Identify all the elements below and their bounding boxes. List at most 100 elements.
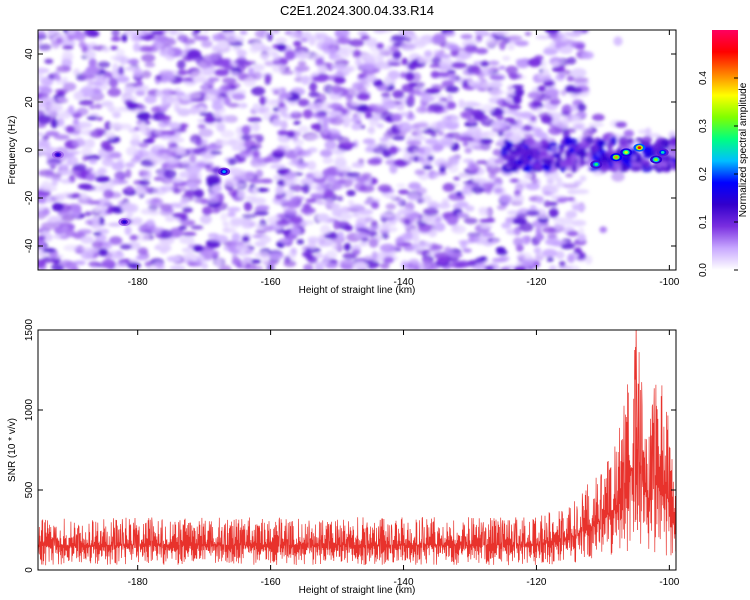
spectrogram-cells — [38, 30, 676, 270]
spectrogram-cell — [463, 217, 478, 225]
spectrogram-cell — [364, 180, 371, 187]
spectrogram-cell — [249, 178, 263, 184]
spectrogram-cell — [109, 122, 123, 129]
spectrogram-cell — [367, 158, 382, 166]
spectrogram-cell — [572, 204, 586, 211]
spectrogram-cell — [140, 208, 152, 215]
spectrogram-cell — [254, 142, 262, 150]
spectrogram-cell — [88, 158, 98, 165]
spectrogram-cell — [166, 255, 182, 263]
spectrogram-cell — [415, 128, 423, 137]
spectrogram-cell — [566, 230, 579, 237]
spectrogram-cell — [252, 185, 259, 196]
spectrogram-cell — [125, 168, 132, 179]
spectrogram-cell — [241, 150, 255, 155]
spectrogram-cell — [249, 134, 262, 139]
spectrogram-cell — [392, 136, 406, 141]
spectrogram-cell — [263, 156, 273, 163]
spectrogram-cell — [373, 30, 387, 34]
spectrogram-cell — [571, 163, 577, 173]
spectrogram-cell — [560, 89, 567, 96]
spectrogram-cell — [38, 235, 46, 241]
y-tick-label: 500 — [24, 481, 35, 498]
spectrogram-cell — [169, 265, 186, 270]
spectrogram-x-axis-label: Height of straight line (km) — [299, 285, 416, 296]
spectrogram-cell — [448, 44, 460, 51]
spectrogram-hotspot — [56, 153, 60, 157]
spectrogram-cell — [178, 225, 187, 231]
spectrogram-cell — [385, 203, 396, 211]
spectrogram-cell — [452, 156, 460, 166]
spectrogram-cell — [38, 123, 47, 128]
spectrogram-cell — [404, 71, 415, 82]
spectrogram-cell — [570, 86, 583, 95]
spectrogram-cell — [222, 63, 234, 70]
spectrogram-cell — [535, 233, 545, 241]
spectrogram-cell — [491, 239, 499, 244]
colorbar-tick-label: 0.4 — [698, 71, 709, 85]
spectrogram-cell — [540, 115, 553, 124]
spectrogram-cell — [507, 72, 519, 79]
spectrogram-cell — [334, 37, 351, 45]
spectrogram-cell — [212, 250, 220, 258]
spectrogram-cell — [135, 90, 146, 97]
spectrogram-cell — [80, 192, 88, 200]
spectrogram-cell — [579, 175, 587, 182]
spectrogram-cell — [602, 161, 607, 168]
spectrogram-cell — [392, 50, 402, 60]
spectrogram-cell — [98, 216, 105, 226]
spectrogram-cell — [420, 94, 435, 103]
spectrogram-cell — [446, 94, 453, 103]
spectrogram-cell — [101, 157, 114, 167]
spectrogram-cell — [250, 259, 262, 264]
spectrogram-cell — [38, 73, 44, 82]
spectrogram-cell — [253, 64, 265, 72]
spectrogram-cell — [381, 101, 397, 110]
spectrogram-cell — [410, 229, 419, 235]
spectrogram-cell — [130, 157, 141, 164]
spectrogram-cell — [387, 62, 402, 67]
spectrogram-cell — [182, 257, 193, 264]
spectrogram-cell — [197, 124, 206, 129]
spectrogram-cell — [252, 103, 261, 112]
spectrogram-cell — [82, 70, 95, 76]
spectrogram-cell — [570, 153, 577, 162]
spectrogram-cell — [55, 37, 64, 44]
spectrogram-cell — [511, 84, 524, 89]
x-tick-label: -100 — [659, 277, 679, 288]
spectrogram-cell — [520, 258, 530, 267]
spectrogram-cell — [499, 65, 506, 70]
spectrogram-cell — [507, 210, 521, 216]
spectrogram-cell — [548, 126, 563, 136]
spectrogram-hotspot — [614, 155, 618, 159]
spectrogram-cell — [417, 58, 430, 64]
spectrogram-cell — [494, 30, 510, 36]
spectrogram-cell — [38, 30, 46, 38]
spectrogram-cell — [64, 261, 78, 270]
spectrogram-cell — [211, 208, 220, 214]
spectrogram-cell — [393, 159, 407, 167]
spectrogram-cell — [136, 80, 144, 87]
spectrogram-cell — [302, 109, 313, 119]
spectrogram-cell — [470, 163, 481, 174]
spectrogram-cell — [550, 60, 561, 68]
spectrogram-cell — [164, 216, 176, 222]
spectrogram-cell — [425, 138, 439, 145]
spectrogram-cell — [417, 156, 425, 161]
spectrogram-cell — [558, 46, 573, 54]
spectrogram-cell — [250, 125, 258, 132]
spectrogram-cell — [407, 110, 414, 119]
spectrogram-cell — [300, 221, 308, 227]
spectrogram-cell — [243, 201, 253, 212]
spectrogram-cell — [302, 203, 312, 211]
x-tick-label: -180 — [128, 277, 148, 288]
spectrogram-cell — [566, 75, 575, 82]
spectrogram-cell — [546, 178, 555, 185]
spectrogram-cell — [276, 43, 287, 52]
spectrogram-cell — [163, 169, 177, 179]
spectrogram-cell — [560, 110, 570, 117]
spectrogram-cell — [402, 262, 410, 269]
spectrogram-cell — [499, 255, 510, 262]
spectrogram-cell — [182, 231, 197, 237]
spectrogram-cell — [297, 50, 307, 60]
